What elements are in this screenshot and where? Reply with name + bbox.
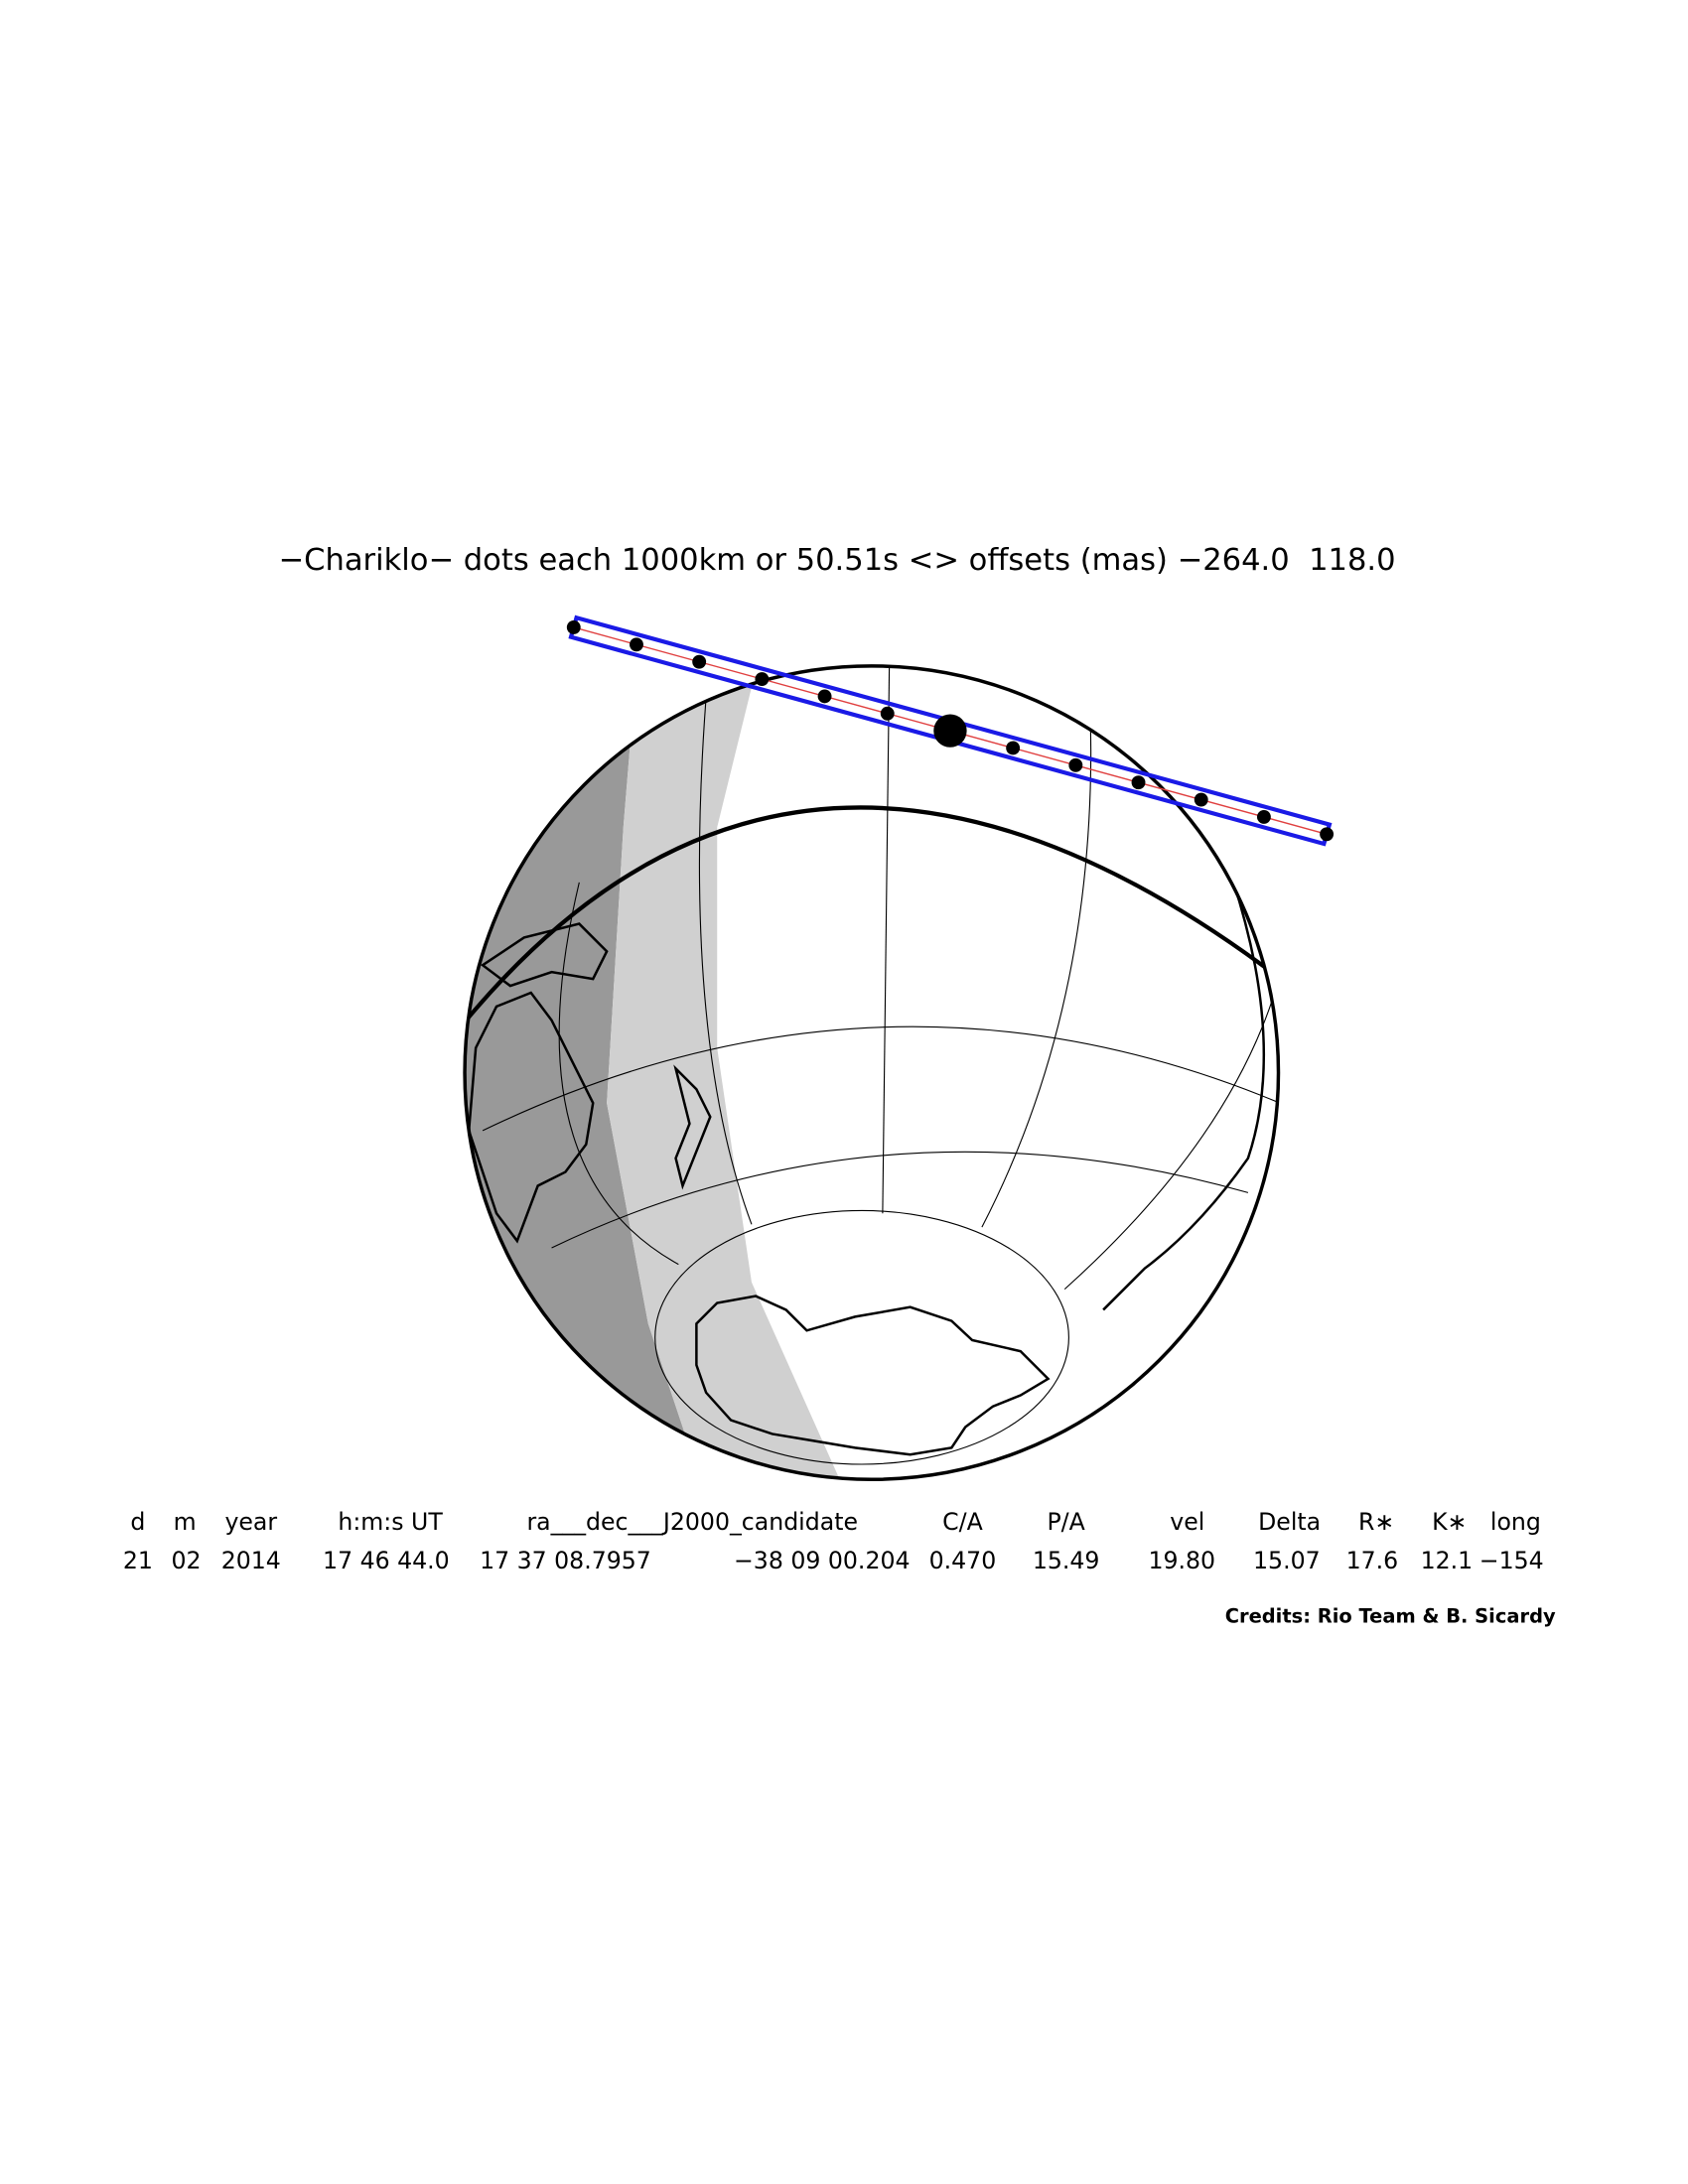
- table-header: Delta: [1258, 1508, 1321, 1536]
- credits: Credits: Rio Team & B. Sicardy: [1225, 1605, 1556, 1628]
- table-header: long: [1490, 1508, 1541, 1536]
- time-dot: [880, 706, 895, 721]
- antarctica: [695, 1295, 1051, 1456]
- time-dot: [817, 689, 832, 704]
- time-dot: [1131, 775, 1146, 790]
- table-header: d: [130, 1508, 145, 1536]
- table-cell: 19.80: [1148, 1547, 1215, 1574]
- table-cell: 12.1: [1421, 1547, 1474, 1574]
- globe: [463, 664, 1281, 1482]
- graticule: [482, 665, 1279, 1465]
- map-title: −Chariklo− dots each 1000km or 50.51s <>…: [279, 543, 1396, 578]
- time-dot: [1256, 809, 1271, 824]
- table-header: vel: [1170, 1508, 1204, 1536]
- twilight-band: [607, 665, 844, 1480]
- table-cell: 15.49: [1033, 1547, 1100, 1574]
- table-header: ra___dec___J2000_candidate: [526, 1508, 858, 1536]
- table-cell: 15.07: [1253, 1547, 1321, 1574]
- table-header: K∗: [1432, 1508, 1467, 1536]
- time-dot: [1006, 741, 1021, 755]
- table-header: R∗: [1358, 1508, 1394, 1536]
- table-cell: 0.470: [929, 1547, 997, 1574]
- table-cell: 21: [123, 1547, 153, 1574]
- table-cell: 17 46 44.0: [323, 1547, 450, 1574]
- australia: [467, 991, 595, 1244]
- islands: [480, 922, 609, 988]
- time-dot: [692, 654, 707, 669]
- event-table: d m year h:m:s UT ra___dec___J2000_candidate…: [123, 1508, 1544, 1574]
- time-dot: [1194, 792, 1208, 807]
- table-cell: −154: [1479, 1547, 1544, 1574]
- table-header: m: [174, 1508, 197, 1536]
- globe-outline: [463, 664, 1281, 1482]
- time-dot: [566, 620, 581, 634]
- table-header: h:m:s UT: [338, 1508, 443, 1536]
- shadow-path: [566, 614, 1335, 847]
- time-dot: [1068, 757, 1083, 772]
- table-cell: 02: [171, 1547, 201, 1574]
- table-header: year: [224, 1508, 277, 1536]
- table-cell: 2014: [221, 1547, 281, 1574]
- time-dot: [630, 637, 643, 652]
- new-zealand: [673, 1064, 712, 1190]
- table-header: P/A: [1047, 1508, 1084, 1536]
- table-cell: 17.6: [1346, 1547, 1399, 1574]
- equator: [465, 805, 1273, 1023]
- time-dots: [566, 620, 1335, 842]
- table-header: C/A: [942, 1508, 983, 1536]
- table-cell: −38 09 00.204: [734, 1547, 911, 1574]
- time-dot: [755, 672, 770, 686]
- closest-approach-dot: [933, 714, 967, 748]
- table-cell: 17 37 08.7957: [480, 1547, 651, 1574]
- time-dot: [1320, 827, 1335, 842]
